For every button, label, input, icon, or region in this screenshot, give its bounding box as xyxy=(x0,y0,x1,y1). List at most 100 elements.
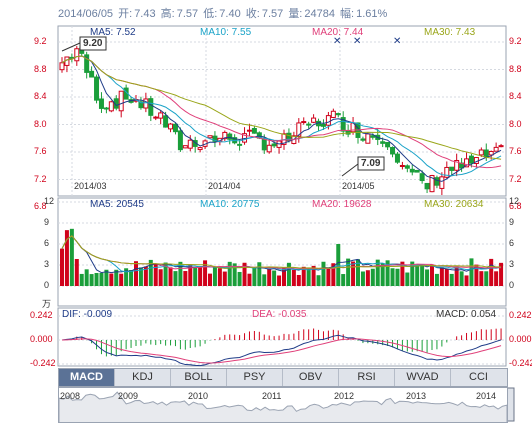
price-axis-label: 8.4 xyxy=(509,91,522,101)
tab-wvad[interactable]: WVAD xyxy=(395,369,451,386)
volume-bar xyxy=(351,261,356,286)
volume-bar xyxy=(262,274,267,286)
volume-bar xyxy=(124,268,129,286)
volume-bar xyxy=(296,274,301,286)
volume-bar xyxy=(183,271,188,286)
candle xyxy=(187,139,193,149)
tab-obv[interactable]: OBV xyxy=(283,369,339,386)
candle xyxy=(143,98,149,109)
candle xyxy=(207,135,213,139)
macd-axis-label: 0.242 xyxy=(509,310,532,320)
macd-axis-label: -0.242 xyxy=(509,358,532,368)
volume-bar xyxy=(79,273,84,286)
volume-bar xyxy=(257,262,262,286)
candle xyxy=(103,107,109,110)
candle xyxy=(498,145,504,148)
tab-rsi[interactable]: RSI xyxy=(339,369,395,386)
candle xyxy=(414,169,420,173)
volume-bar xyxy=(360,271,365,286)
timeline-year: 2010 xyxy=(188,391,209,401)
date-label: 2014/05 xyxy=(342,181,375,191)
macd-axis-label: 0.000 xyxy=(509,334,532,344)
candle xyxy=(399,164,405,167)
volume-bar xyxy=(119,273,124,286)
candle xyxy=(108,101,114,112)
change-label: 幅: xyxy=(340,8,355,20)
candle xyxy=(380,141,386,144)
candle xyxy=(434,177,440,186)
volume-axis-label: 3 xyxy=(44,259,50,269)
tab-cci[interactable]: CCI xyxy=(469,371,488,383)
volume-bar xyxy=(380,263,385,286)
event-star-icon[interactable]: ✕ xyxy=(333,36,341,47)
volume-bar xyxy=(425,269,430,286)
event-star-icon[interactable]: ✕ xyxy=(393,36,401,47)
price-axis-label: 8.8 xyxy=(34,63,47,74)
timeline-year: 2009 xyxy=(118,391,139,401)
candle xyxy=(251,127,257,134)
candle xyxy=(340,117,346,132)
change-value: 1.61% xyxy=(356,8,388,20)
volume-axis-label: 3 xyxy=(509,259,515,269)
volume-bar xyxy=(499,262,504,286)
vol-ma30-legend: MA30: 20634 xyxy=(424,199,484,210)
volume-axis-label: 6 xyxy=(509,238,515,248)
tab-macd[interactable]: MACD xyxy=(59,369,115,386)
volume-label: 量: xyxy=(288,8,303,20)
volume-bar xyxy=(203,260,208,286)
vol-ma20-legend: MA20: 19628 xyxy=(312,199,372,210)
volume-bar xyxy=(469,258,474,286)
tab-boll[interactable]: BOLL xyxy=(171,369,227,386)
volume-axis-label: 0 xyxy=(509,280,515,290)
volume-bar xyxy=(168,267,173,286)
event-markers[interactable]: ✕ ✕ ✕ xyxy=(333,36,401,47)
tab-psy[interactable]: PSY xyxy=(227,369,283,386)
tab-kdj[interactable]: KDJ xyxy=(115,369,171,386)
volume-bar xyxy=(247,273,252,286)
volume-bar xyxy=(282,267,286,286)
candle xyxy=(365,133,371,144)
volume-bar xyxy=(375,259,380,286)
candle xyxy=(429,175,435,193)
timeline-scroller[interactable] xyxy=(58,387,508,423)
candle xyxy=(449,166,455,171)
candle xyxy=(168,123,174,130)
volume-bar xyxy=(459,271,464,286)
volume-bar xyxy=(444,268,449,286)
macd-axis-label: 0.000 xyxy=(30,334,53,344)
macd-axis-label: -0.242 xyxy=(30,358,56,368)
dea-legend: DEA: -0.035 xyxy=(252,309,307,320)
event-star-icon[interactable]: ✕ xyxy=(353,36,361,47)
ma20-legend: MA20: 7.44 xyxy=(312,27,364,38)
candle xyxy=(197,147,203,151)
candle xyxy=(390,146,396,155)
price-axis-label: 8.0 xyxy=(509,118,522,129)
candle xyxy=(222,131,228,140)
candle xyxy=(409,168,415,173)
volume-axis-label: 9 xyxy=(44,217,50,227)
volume-ma-line xyxy=(61,235,502,274)
dif-line xyxy=(61,334,502,367)
volume-bar xyxy=(286,262,291,286)
price-axis-label: 6.8 xyxy=(34,201,47,211)
candle xyxy=(483,149,489,158)
volume-bar xyxy=(489,258,494,286)
volume-bar xyxy=(405,272,410,286)
volume-bar xyxy=(158,269,163,286)
candle xyxy=(478,149,484,156)
volume-bar xyxy=(395,268,400,286)
quote-summary: 2014/06/05 开: 7.43 高: 7.57 低: 7.40 收: 7.57 量… xyxy=(58,5,389,21)
candle xyxy=(370,135,376,138)
price-axis-label: 8.8 xyxy=(509,63,522,74)
price-axis-label: 9.2 xyxy=(34,36,47,46)
candle xyxy=(98,98,104,109)
open-label: 开: xyxy=(118,8,133,20)
candle xyxy=(286,132,292,142)
volume-bar xyxy=(208,273,212,286)
quote-date: 2014/06/05 xyxy=(58,8,114,20)
volume-bar xyxy=(306,267,311,286)
volume-bar xyxy=(484,271,489,286)
volume-bar xyxy=(479,271,484,286)
candle xyxy=(444,166,450,178)
